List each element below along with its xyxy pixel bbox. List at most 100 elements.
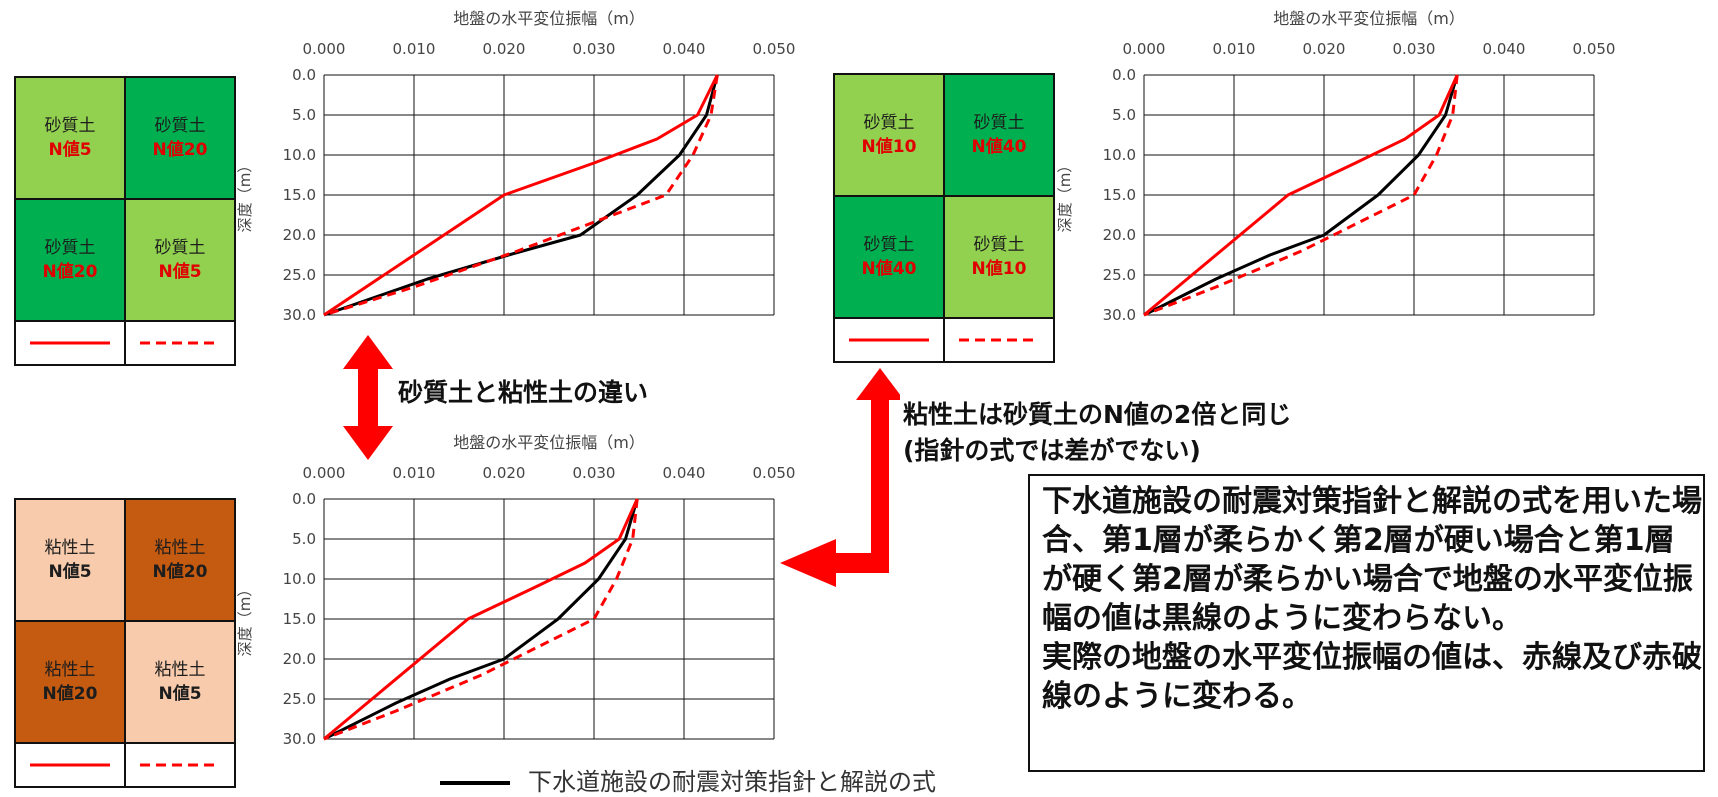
soil-layer-cell: 粘性土 N値20 — [16, 622, 124, 742]
legend-solid-red-line — [16, 744, 124, 786]
caption-equivalent-1: 粘性土は砂質土のN値の2倍と同じ — [903, 400, 1292, 429]
soil-type-label: 粘性土 — [154, 660, 206, 680]
double-arrow-icon — [343, 335, 393, 460]
soil-layer-cell: 砂質土 N値40 — [945, 75, 1053, 195]
legend-dashed-red-line — [126, 322, 234, 364]
x-tick-label: 0.010 — [1213, 40, 1256, 58]
y-tick-label: 25.0 — [1103, 266, 1136, 284]
soil-layer-cell: 粘性土 N値5 — [126, 622, 234, 742]
chart-title: 地盤の水平変位振幅（m） — [453, 9, 645, 28]
soil-layer-cell: 砂質土 N値10 — [835, 75, 943, 195]
x-tick-label: 0.020 — [483, 464, 526, 482]
x-tick-label: 0.050 — [753, 40, 796, 58]
soil-layer-cell: 粘性土 N値20 — [126, 500, 234, 620]
x-tick-label: 0.030 — [573, 40, 616, 58]
soil-type-label: 粘性土 — [44, 660, 96, 680]
x-tick-label: 0.020 — [483, 40, 526, 58]
soil-legend-clay-5-20: 粘性土 N値5 粘性土 N値20 粘性土 N値20 粘性土 N値5 — [14, 498, 236, 788]
soil-type-label: 砂質土 — [154, 116, 206, 136]
soil-type-label: 粘性土 — [44, 538, 96, 558]
chart-sand-10-40: 地盤の水平変位振幅（m） 0.000 0.010 0.020 0.030 0.040 0.0… — [1056, 9, 1615, 324]
soil-layer-cell: 粘性土 N値5 — [16, 500, 124, 620]
y-tick-label: 0.0 — [1112, 66, 1136, 84]
y-axis-label: 深度（m） — [236, 582, 254, 657]
n-value-label: N値10 — [861, 137, 917, 157]
soil-type-label: 砂質土 — [863, 113, 915, 133]
chart-sand-5-20: 地盤の水平変位振幅（m） 0.000 0.010 0.020 0.030 0.040 0.0… — [236, 9, 796, 324]
series-guideline-line — [1143, 74, 1459, 317]
x-tick-label: 0.010 — [393, 464, 436, 482]
soil-type-label: 砂質土 — [44, 116, 96, 136]
y-tick-label: 15.0 — [1103, 186, 1136, 204]
y-tick-label: 20.0 — [1103, 226, 1136, 244]
legend-solid-red-line — [835, 319, 943, 361]
n-value-label: N値10 — [971, 259, 1027, 279]
soil-type-label: 砂質土 — [973, 235, 1025, 255]
series-solid-red-line — [323, 74, 719, 317]
y-tick-label: 5.0 — [292, 106, 316, 124]
y-tick-label: 5.0 — [1112, 106, 1136, 124]
n-value-label: N値5 — [158, 684, 202, 704]
soil-layer-cell: 砂質土 N値5 — [16, 78, 124, 198]
soil-layer-cell: 砂質土 N値20 — [126, 78, 234, 198]
n-value-label: N値40 — [971, 137, 1027, 157]
soil-layer-cell: 砂質土 N値5 — [126, 200, 234, 320]
chart-title: 地盤の水平変位振幅（m） — [1273, 9, 1465, 28]
y-tick-label: 0.0 — [292, 490, 316, 508]
y-tick-label: 0.0 — [292, 66, 316, 84]
soil-type-label: 粘性土 — [154, 538, 206, 558]
y-tick-label: 10.0 — [1103, 146, 1136, 164]
n-value-label: N値5 — [48, 562, 92, 582]
soil-layer-cell: 砂質土 N値20 — [16, 200, 124, 320]
x-tick-label: 0.000 — [303, 40, 346, 58]
soil-legend-sand-10-40: 砂質土 N値10 砂質土 N値40 砂質土 N値40 砂質土 N値10 — [833, 73, 1055, 363]
soil-layer-cell: 砂質土 N値40 — [835, 197, 943, 317]
n-value-label: N値40 — [861, 259, 917, 279]
n-value-label: N値20 — [152, 562, 208, 582]
chart-title: 地盤の水平変位振幅（m） — [453, 433, 645, 452]
y-tick-label: 10.0 — [283, 146, 316, 164]
caption-sand-vs-clay: 砂質土と粘性土の違い — [398, 378, 649, 407]
y-tick-label: 20.0 — [283, 226, 316, 244]
x-tick-label: 0.030 — [573, 464, 616, 482]
x-tick-label: 0.050 — [753, 464, 796, 482]
soil-type-label: 砂質土 — [154, 238, 206, 258]
explanation-box: 下水道施設の耐震対策指針と解説の式を用いた場合、第1層が柔らかく第2層が硬い場合… — [1028, 474, 1705, 772]
y-tick-label: 30.0 — [1103, 306, 1136, 324]
series-dashed-red-line — [1143, 74, 1459, 317]
y-tick-label: 30.0 — [283, 306, 316, 324]
n-value-label: N値20 — [152, 140, 208, 160]
x-tick-label: 0.030 — [1393, 40, 1436, 58]
chart-clay-5-20: 地盤の水平変位振幅（m） 0.000 0.010 0.020 0.030 0.040 0.0… — [236, 433, 796, 748]
elbow-arrow-icon — [780, 368, 900, 587]
legend-dashed-red-line — [945, 319, 1053, 361]
series-guideline-line — [323, 498, 639, 741]
n-value-label: N値20 — [42, 262, 98, 282]
y-tick-label: 5.0 — [292, 530, 316, 548]
series-guideline-line — [323, 74, 719, 317]
soil-legend-sand-5-20: 砂質土 N値5 砂質土 N値20 砂質土 N値20 砂質土 N値5 — [14, 76, 236, 366]
soil-layer-cell: 砂質土 N値10 — [945, 197, 1053, 317]
soil-type-label: 砂質土 — [973, 113, 1025, 133]
n-value-label: N値5 — [48, 140, 92, 160]
soil-type-label: 砂質土 — [44, 238, 96, 258]
x-tick-label: 0.040 — [1483, 40, 1526, 58]
caption-equivalent-2: (指針の式では差がでない) — [903, 436, 1201, 465]
arrow-sand-vs-clay — [343, 335, 393, 460]
y-tick-label: 15.0 — [283, 610, 316, 628]
y-axis-label: 深度（m） — [1056, 158, 1074, 233]
y-tick-label: 25.0 — [283, 690, 316, 708]
legend-dashed-red-line — [126, 744, 234, 786]
arrow-equivalent — [780, 368, 900, 587]
footer-legend-label: 下水道施設の耐震対策指針と解説の式 — [528, 768, 936, 796]
y-tick-label: 10.0 — [283, 570, 316, 588]
series-solid-red-line — [1143, 74, 1459, 317]
y-tick-label: 25.0 — [283, 266, 316, 284]
x-tick-label: 0.000 — [303, 464, 346, 482]
footer-legend: 下水道施設の耐震対策指針と解説の式 — [440, 762, 936, 797]
n-value-label: N値5 — [158, 262, 202, 282]
y-tick-label: 15.0 — [283, 186, 316, 204]
y-tick-label: 20.0 — [283, 650, 316, 668]
x-tick-label: 0.040 — [663, 464, 706, 482]
legend-black-line-swatch — [440, 781, 510, 785]
